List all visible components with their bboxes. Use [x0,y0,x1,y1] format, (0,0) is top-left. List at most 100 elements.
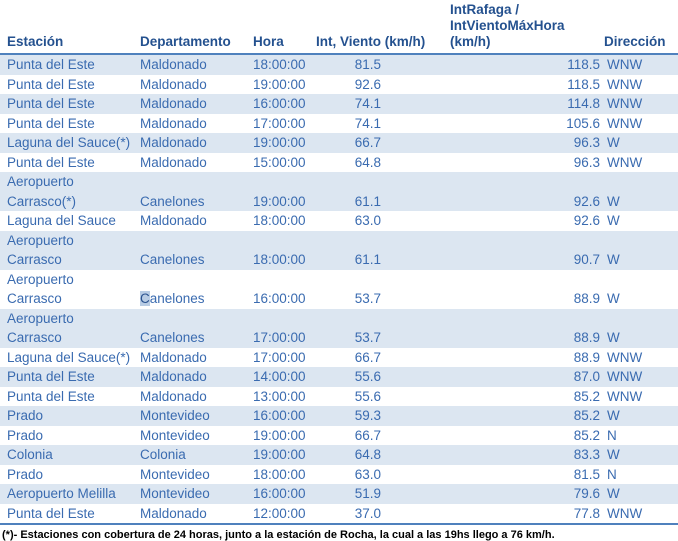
cell-departamento: Maldonado [140,96,207,111]
cell-int-viento: 55.6 [354,369,381,384]
cell-departamento: Maldonado [140,349,207,365]
cell-hora: 18:00:00 [253,466,306,482]
cell-rafaga: 96.3 [573,154,600,170]
table-row: Aeropuerto Melilla Montevideo 16:00:00 51.9… [0,484,678,504]
header-row: Estación Departamento Hora Int, Viento (… [0,0,678,55]
cell-estacion: Aeropuerto Carrasco [7,310,74,346]
cell-direccion: WNW [607,76,643,92]
table-row: Prado Montevideo 16:00:00 59.3 85.2 W [0,406,678,426]
cell-rafaga: 88.9 [573,291,600,306]
cell-hora: 17:00:00 [253,115,306,131]
cell-direccion: WNW [602,503,678,525]
cell-rafaga: 88.9 [573,330,600,345]
cell-int-viento: 61.1 [354,252,381,267]
cell-direccion: W [607,135,620,150]
table-row: Aeropuerto Carrasco(*) Canelones 19:00:00 6… [0,172,678,211]
cell-departamento: Canelones [140,291,205,306]
cell-direccion: W [607,447,620,462]
col-header-int-viento: Int, Viento (km/h) [310,0,425,55]
cell-int-viento: 59.3 [354,408,381,423]
cell-direccion: W [607,330,620,345]
cell-rafaga: 118.5 [567,76,600,92]
cell-hora: 14:00:00 [253,369,306,384]
cell-estacion: Aeropuerto Carrasco [7,232,74,268]
wind-stations-table: Estación Departamento Hora Int, Viento (… [0,0,678,525]
cell-int-viento: 55.6 [354,388,381,404]
table-row: Aeropuerto Carrasco Canelones 18:00:00 61.1… [0,230,678,270]
cell-direccion: WNW [607,115,643,131]
cell-rafaga: 79.6 [573,486,600,501]
cell-int-viento: 92.6 [354,76,381,92]
table-row: Aeropuerto Carrasco Canelones 16:00:00 53.7… [0,270,678,309]
cell-estacion: Prado [7,427,44,443]
cell-hora: 15:00:00 [253,154,306,170]
cell-estacion: Laguna del Sauce(*) [7,349,131,365]
table-row: Prado Montevideo 18:00:00 63.0 81.5 N [0,465,678,485]
col-header-direccion: Dirección [602,0,678,55]
cell-estacion: Aeropuerto Carrasco(*) [7,174,77,209]
cell-rafaga: 81.5 [573,466,600,482]
cell-estacion: Aeropuerto Melilla [7,486,116,501]
cell-hora: 19:00:00 [253,193,306,209]
cell-departamento: Canelones [140,330,205,345]
cell-direccion: N [607,427,617,443]
text-selection-highlight: C [140,291,150,306]
cell-rafaga: 92.6 [573,213,600,228]
footnote: (*)- Estaciones con cobertura de 24 hora… [2,529,555,541]
cell-int-viento: 53.7 [354,330,381,345]
cell-direccion: WNW [607,388,643,404]
cell-hora: 19:00:00 [253,427,306,443]
cell-departamento: Maldonado [140,76,207,92]
cell-hora: 16:00:00 [253,408,306,423]
cell-estacion: Punta del Este [7,369,95,384]
cell-rafaga: 85.2 [573,427,600,443]
cell-rafaga: 105.6 [566,115,600,131]
cell-rafaga: 77.8 [384,503,602,525]
cell-departamento: Maldonado [140,388,207,404]
table-row: Punta del Este Maldonado 13:00:00 55.6 85.2 W… [0,387,678,407]
cell-hora: 17:00:00 [253,349,306,365]
cell-direccion: W [607,252,620,267]
table-body: Punta del Este Maldonado 18:00:00 81.5 118.5… [0,54,678,525]
table-row: Laguna del Sauce Maldonado 18:00:00 63.0 92.… [0,211,678,231]
cell-rafaga: 87.0 [573,369,600,384]
cell-rafaga: 96.3 [573,135,600,150]
cell-direccion: WNW [607,369,643,384]
cell-estacion: Punta del Este [7,76,95,92]
cell-departamento: Montevideo [140,408,210,423]
cell-direccion: W [607,213,620,228]
cell-hora: 13:00:00 [253,388,306,404]
cell-hora: 17:00:00 [253,330,306,345]
cell-hora: 19:00:00 [253,135,306,150]
cell-departamento: Montevideo [140,466,210,482]
cell-int-viento: 66.7 [354,135,381,150]
cell-rafaga: 90.7 [573,252,600,267]
cell-estacion: Punta del Este [7,154,95,170]
cell-hora: 19:00:00 [253,76,306,92]
cell-direccion: W [607,193,620,209]
cell-hora: 16:00:00 [253,96,306,111]
cell-estacion: Aeropuerto Carrasco [7,271,74,307]
table-row: Punta del Este Maldonado 16:00:00 74.1 114.8… [0,94,678,114]
cell-int-viento: 61.1 [354,193,381,209]
cell-departamento: Colonia [140,447,186,462]
cell-direccion: WNW [607,154,643,170]
cell-estacion: Punta del Este [7,388,95,404]
cell-direccion: W [607,408,620,423]
cell-estacion: Prado [7,408,44,423]
table-row: Laguna del Sauce(*) Maldonado 19:00:00 66.7… [0,133,678,153]
table-row: Punta del Este Maldonado 15:00:00 64.8 96.3 W… [0,153,678,173]
cell-int-viento: 63.0 [354,213,381,228]
cell-departamento: Maldonado [140,369,207,384]
cell-int-viento: 74.1 [354,115,381,131]
cell-int-viento: 51.9 [354,486,381,501]
cell-hora: 12:00:00 [250,503,310,525]
col-header-rafaga: IntRafaga / IntVientoMáxHora (km/h) [384,0,602,55]
cell-direccion: WNW [607,349,643,365]
cell-hora: 16:00:00 [253,291,306,306]
cell-direccion: WNW [607,96,643,111]
cell-direccion: W [607,486,620,501]
cell-int-viento: 64.8 [354,154,381,170]
cell-int-viento: 66.7 [354,427,381,443]
